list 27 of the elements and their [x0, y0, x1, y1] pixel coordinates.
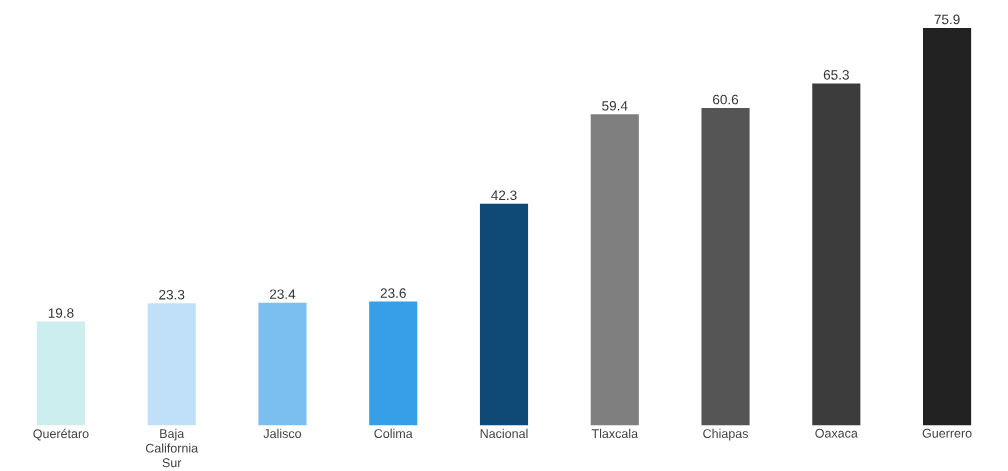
x-tick-label: Chiapas [703, 428, 749, 441]
data-label: 60.6 [713, 94, 739, 105]
x-tick-label: Querétaro [33, 428, 89, 441]
x-tick-label: Guerrero [922, 428, 972, 438]
bar [923, 28, 972, 426]
bar [479, 203, 529, 426]
x-tick-label: Jalisco [263, 428, 302, 439]
data-label: 23.4 [269, 289, 296, 300]
x-tick-label: Baja California Sur [145, 428, 199, 468]
x-tick-label: Nacional [480, 428, 528, 439]
data-label: 59.4 [602, 101, 628, 111]
data-label: 65.3 [823, 70, 849, 80]
bar [812, 83, 861, 426]
bar [258, 302, 307, 426]
x-tick-label: Oaxaca [815, 428, 858, 438]
bar [369, 301, 418, 426]
x-tick-label: Colima [374, 428, 413, 439]
data-label: 75.9 [934, 14, 960, 25]
data-label: 23.6 [380, 288, 406, 299]
bar [36, 321, 85, 426]
data-label: 19.8 [48, 308, 74, 318]
data-label: 42.3 [491, 190, 517, 201]
data-label: 23.3 [159, 290, 185, 300]
x-tick-label: Tlaxcala [591, 428, 639, 439]
bar [147, 303, 196, 426]
bar [701, 108, 750, 426]
bar [590, 114, 639, 426]
